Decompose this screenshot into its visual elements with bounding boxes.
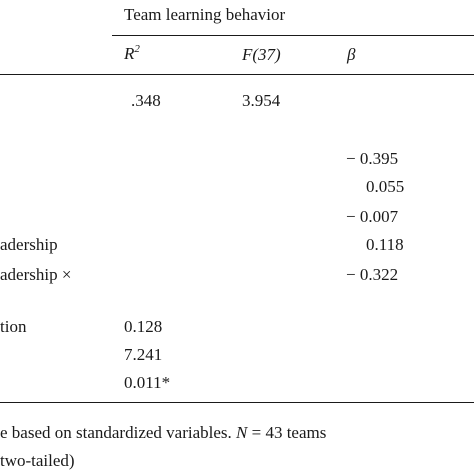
note-line-1: e based on standardized variables. N = 4… (0, 423, 327, 442)
row-label-leadership: adership (0, 235, 58, 254)
bottom-value: 0.011* (124, 373, 171, 392)
row-label-leadership-interaction: adership × (0, 265, 72, 284)
model-f-value: 3.954 (242, 91, 281, 110)
column-header-beta: β (347, 45, 356, 64)
note-line-2: two-tailed) (0, 451, 75, 470)
bottom-rule (0, 402, 474, 403)
header-rule (0, 74, 474, 75)
bottom-value: 7.241 (124, 345, 163, 364)
bottom-value: 0.128 (124, 317, 163, 336)
beta-value: 0.055 (366, 177, 405, 196)
r2-exponent: 2 (134, 43, 140, 55)
r2-base: R (124, 44, 135, 63)
beta-value: − 0.322 (346, 265, 399, 284)
group-header: Team learning behavior (124, 5, 286, 24)
column-header-r2: R2 (124, 43, 140, 63)
model-r2-value: .348 (131, 91, 161, 110)
beta-value: 0.118 (366, 235, 404, 254)
note-n-symbol: N (236, 423, 248, 442)
group-header-rule (112, 35, 474, 36)
row-label-interaction: tion (0, 317, 27, 336)
beta-value: − 0.007 (346, 207, 399, 226)
column-header-f: F(37) (242, 45, 281, 64)
beta-value: − 0.395 (346, 149, 399, 168)
